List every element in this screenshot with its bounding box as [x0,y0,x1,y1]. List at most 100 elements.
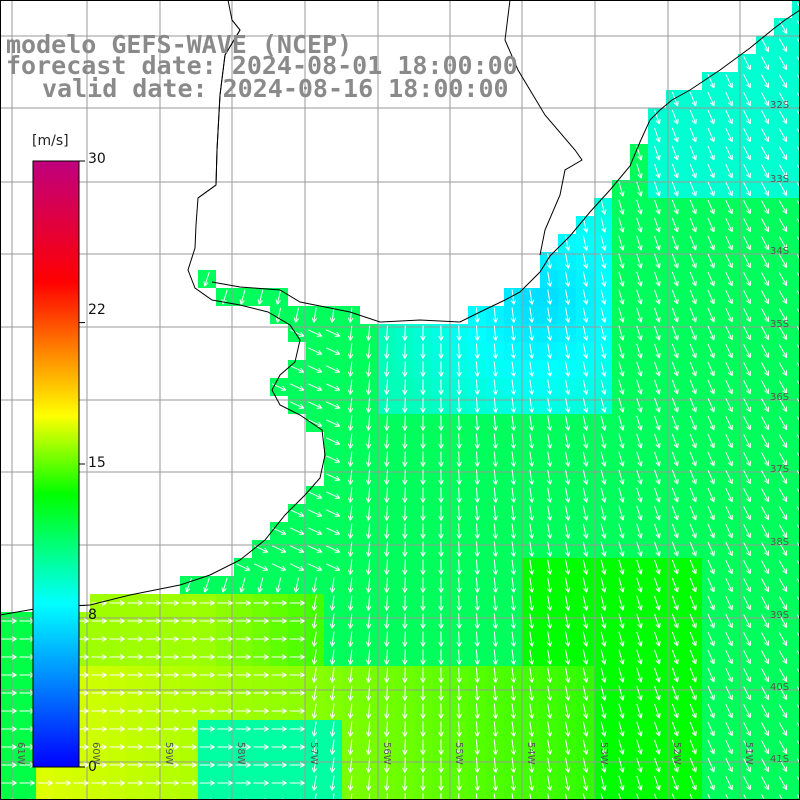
wind-arrow [761,632,770,647]
wind-arrow [743,506,751,521]
wind-arrow [510,289,517,305]
wind-arrow [761,290,770,305]
wind-arrow [564,739,571,755]
wind-arrow [474,649,480,665]
wind-arrow [618,451,625,467]
wind-arrow [366,469,372,485]
wind-arrow [796,596,800,603]
wind-arrow [420,325,426,341]
wind-arrow [307,563,323,571]
wind-arrow [689,703,697,719]
wind-arrow [654,397,661,413]
wind-arrow [289,545,305,553]
wind-arrow [329,577,336,593]
wind-arrow [1,618,17,624]
wind-arrow [707,289,715,305]
wind-arrow [725,145,733,161]
wind-arrow [600,793,604,800]
wind-arrow [145,780,161,786]
wind-arrow [761,56,770,71]
wind-arrow [671,271,679,287]
wind-arrow [253,762,269,768]
wind-speed-cell [72,792,90,800]
wind-arrow [671,145,679,161]
wind-arrow [636,703,643,719]
wind-arrow [239,577,246,593]
wind-arrow [796,164,800,171]
wind-arrow [528,451,535,467]
wind-arrow [475,793,478,800]
longitude-label: 54W [525,742,536,765]
wind-arrow [311,613,318,629]
wind-arrow [510,703,517,719]
wind-arrow [109,762,125,768]
wind-arrow [725,667,733,683]
wind-arrow [671,667,679,683]
wind-arrow [743,128,751,143]
wind-arrow [493,793,496,800]
wind-arrow [654,577,661,593]
wind-arrow [743,524,751,539]
wind-speed-cell [792,378,800,396]
wind-arrow [438,379,444,395]
wind-arrow [546,739,553,755]
wind-speed-cell [792,540,800,558]
wind-arrow [199,708,215,714]
wind-arrow [474,487,480,503]
wind-arrow [743,398,751,413]
wind-arrow [289,654,305,660]
wind-arrow [438,613,444,629]
latitude-label: 40S [770,682,790,693]
wind-arrow [492,433,499,449]
wind-arrow [707,379,715,395]
wind-arrow [145,726,161,732]
wind-speed-cell [270,792,288,800]
wind-arrow [311,307,318,323]
wind-arrow [654,469,661,485]
wind-arrow [689,145,697,161]
wind-speed-cell [792,90,800,108]
wind-arrow [725,91,733,107]
wind-arrow [456,649,462,665]
wind-arrow [725,775,733,791]
wind-arrow [510,775,517,791]
wind-arrow [492,469,499,485]
wind-arrow [725,307,733,323]
wind-speed-cell [126,792,144,800]
wind-arrow [582,757,589,773]
wind-arrow [402,721,408,737]
wind-arrow [456,397,462,413]
wind-arrow [402,379,408,395]
wind-arrow [329,739,336,755]
wind-arrow [743,740,751,755]
wind-arrow [474,577,480,593]
wind-arrow [743,776,751,791]
wind-arrow [546,379,553,395]
longitude-label: 60W [90,742,101,765]
wind-arrow [582,577,589,593]
wind-arrow [600,325,607,341]
wind-arrow [492,721,499,737]
wind-arrow [564,379,571,395]
wind-arrow [743,182,751,197]
wind-speed-cell [36,792,54,800]
wind-arrow [456,451,462,467]
wind-arrow [402,613,408,629]
wind-arrow [546,307,553,323]
wind-arrow [325,473,341,481]
wind-arrow [761,164,770,179]
wind-arrow [671,253,679,269]
wind-arrow [91,672,107,678]
wind-arrow [217,672,233,678]
wind-arrow [689,793,694,800]
wind-arrow [636,217,643,233]
wind-arrow [199,654,215,660]
wind-arrow [109,690,125,696]
wind-arrow [725,739,733,755]
wind-arrow [796,614,800,621]
wind-arrow [91,780,107,786]
wind-arrow [761,38,770,53]
wind-arrow [564,541,571,557]
wind-arrow [510,577,517,593]
wind-arrow [1,654,17,660]
